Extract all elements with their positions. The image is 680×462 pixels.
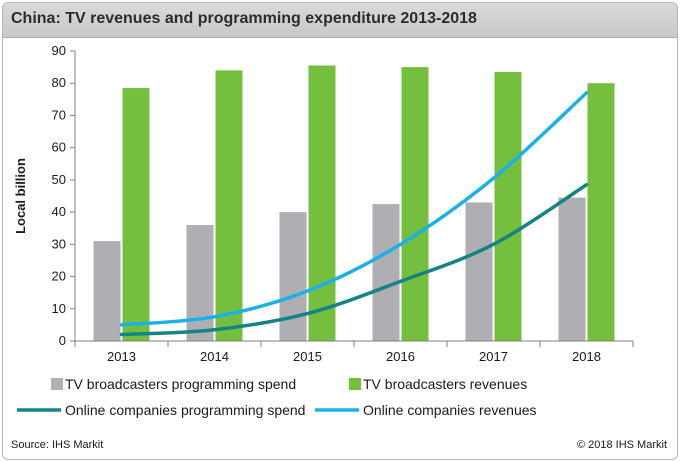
bar-grey-2014 xyxy=(186,225,214,341)
y-tick-label: 80 xyxy=(52,75,66,90)
bar-green-2018 xyxy=(587,83,615,341)
series-line-2 xyxy=(119,182,589,337)
x-tick-label-2016: 2016 xyxy=(386,349,415,364)
bar-green-2013 xyxy=(122,88,150,341)
y-tick-label: 0 xyxy=(59,333,66,348)
chart-title: China: TV revenues and programming expen… xyxy=(11,10,477,27)
y-tick-label: 30 xyxy=(52,236,66,251)
bar-grey-2013 xyxy=(93,241,121,341)
copyright-note: © 2018 IHS Markit xyxy=(576,439,667,451)
x-tick-label-2015: 2015 xyxy=(293,349,322,364)
legend-swatch-1 xyxy=(349,378,361,390)
x-tick-label-2013: 2013 xyxy=(107,349,136,364)
bar-grey-2015 xyxy=(279,212,307,341)
y-tick-label: 90 xyxy=(52,43,66,58)
title-bar: China: TV revenues and programming expen… xyxy=(3,3,677,38)
x-tick-label-2017: 2017 xyxy=(479,349,508,364)
bar-grey-2018 xyxy=(558,197,586,341)
x-tick-label-2018: 2018 xyxy=(572,349,601,364)
x-tick-label-2014: 2014 xyxy=(200,349,229,364)
chart-plot: 0 10 20 30 40 50 60 70 80 90 2013 2014 2015 2016 2017… xyxy=(13,43,634,418)
bar-green-2015 xyxy=(308,65,336,341)
y-tick-label: 40 xyxy=(52,204,66,219)
legend-label-2: Online companies programming spend xyxy=(65,402,305,418)
y-tick-label: 70 xyxy=(52,107,66,122)
y-axis-label: Local billion xyxy=(13,158,28,234)
y-tick-label: 50 xyxy=(52,172,66,187)
bar-grey-2017 xyxy=(465,202,493,341)
y-tick-label: 20 xyxy=(52,269,66,284)
legend-label-1: TV broadcasters revenues xyxy=(363,376,527,392)
y-tick-label: 10 xyxy=(52,301,66,316)
y-tick-label: 60 xyxy=(52,140,66,155)
bar-grey-2016 xyxy=(372,204,400,341)
bar-green-2016 xyxy=(401,67,429,341)
series-line-3 xyxy=(119,91,589,327)
bar-green-2017 xyxy=(494,71,522,341)
legend-label-3: Online companies revenues xyxy=(363,402,537,418)
bar-green-2014 xyxy=(215,70,243,341)
legend-swatch-0 xyxy=(51,378,63,390)
legend-label-0: TV broadcasters programming spend xyxy=(65,376,296,392)
source-note: Source: IHS Markit xyxy=(11,439,104,451)
